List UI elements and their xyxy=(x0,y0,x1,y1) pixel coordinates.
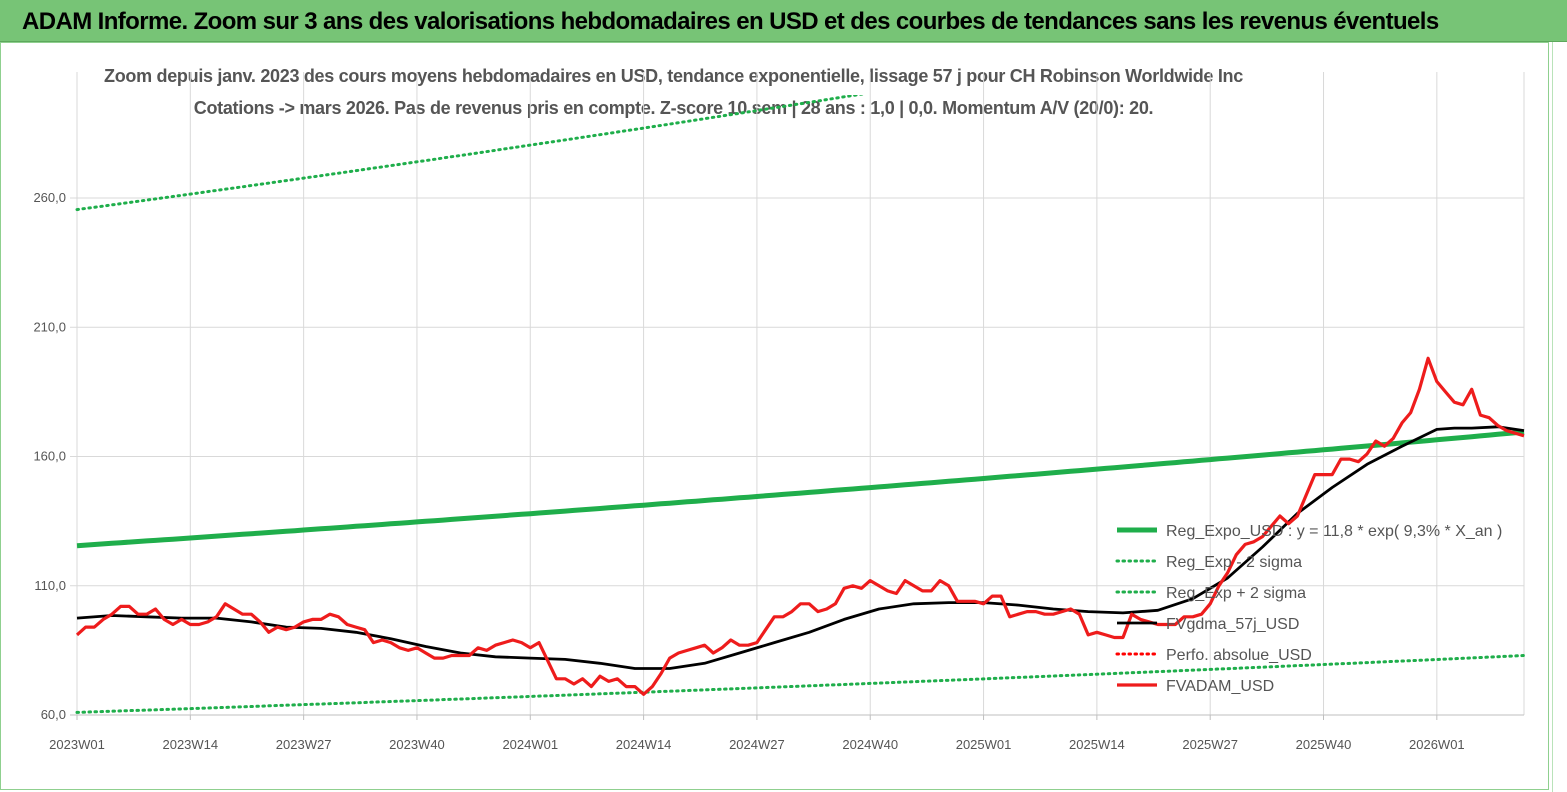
chart-frame xyxy=(0,42,1549,790)
series-group xyxy=(75,95,1526,714)
report-banner: ADAM Informe. Zoom sur 3 ans des valoris… xyxy=(0,0,1567,42)
series-line xyxy=(75,654,1526,714)
x-tick-label: 2023W14 xyxy=(162,737,218,752)
legend-entry: FVgdma_57j_USD xyxy=(1166,616,1299,633)
legend: Reg_Expo_USD : y = 11,8 * exp( 9,3% * X_… xyxy=(1115,523,1502,695)
x-tick-label: 2025W14 xyxy=(1069,737,1125,752)
x-tick-label: 2023W01 xyxy=(49,737,105,752)
legend-entry: FVADAM_USD xyxy=(1166,678,1274,695)
y-tick-label: 160,0 xyxy=(33,449,66,464)
x-tick-label: 2023W27 xyxy=(276,737,332,752)
y-tick-label: 210,0 xyxy=(33,319,66,334)
legend-entry: Reg_Exp - 2 sigma xyxy=(1166,554,1302,571)
x-tick-label: 2024W14 xyxy=(616,737,672,752)
chart-subtitle: Cotations -> mars 2026. Pas de revenus p… xyxy=(193,98,1154,118)
legend-entry: Reg_Exp + 2 sigma xyxy=(1166,585,1306,602)
y-axis: 60,0 110,0 160,0 210,0 260,0 xyxy=(33,190,66,722)
x-tick-label: 2023W40 xyxy=(389,737,445,752)
y-tick-label: 260,0 xyxy=(33,190,66,205)
x-tick-label: 2025W27 xyxy=(1182,737,1238,752)
report-title: ADAM Informe. Zoom sur 3 ans des valoris… xyxy=(22,8,1439,35)
gridlines xyxy=(70,72,1525,716)
x-tick-label: 2024W40 xyxy=(842,737,898,752)
series-line xyxy=(75,95,866,212)
x-tick-label: 2026W01 xyxy=(1409,737,1465,752)
right-scroll-strip xyxy=(1552,42,1567,792)
x-tick-label: 2024W01 xyxy=(502,737,558,752)
y-tick-label: 110,0 xyxy=(34,578,66,593)
x-tick-label: 2025W01 xyxy=(956,737,1012,752)
series-line xyxy=(75,356,1525,696)
x-axis: 2023W01 2023W14 2023W27 2023W40 2024W01 2024W… xyxy=(49,714,1524,752)
series-line xyxy=(76,425,1525,670)
x-tick-label: 2025W40 xyxy=(1296,737,1352,752)
chart-title: Zoom depuis janv. 2023 des cours moyens … xyxy=(104,66,1243,86)
legend-entry: Perfo. absolue_USD xyxy=(1166,647,1312,664)
x-tick-label: 2024W27 xyxy=(729,737,785,752)
y-tick-label: 60,0 xyxy=(41,707,66,722)
series-line xyxy=(76,429,1525,549)
legend-entry: Reg_Expo_USD : y = 11,8 * exp( 9,3% * X_… xyxy=(1166,523,1502,540)
